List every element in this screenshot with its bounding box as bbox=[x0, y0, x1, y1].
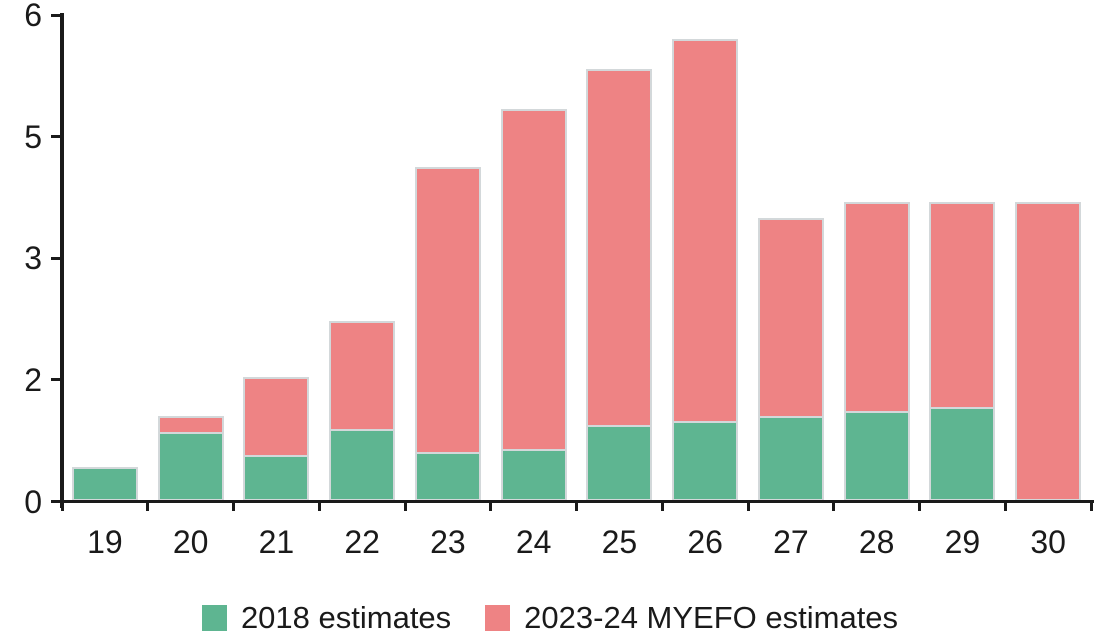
bar-23-green-segment bbox=[414, 452, 481, 502]
x-tick-mark bbox=[232, 503, 235, 511]
legend-item-myefo-estimates: 2023-24 MYEFO estimates bbox=[485, 596, 898, 640]
bar-26 bbox=[672, 39, 739, 502]
x-tick-label-25: 25 bbox=[601, 524, 638, 560]
bar-23 bbox=[414, 167, 481, 502]
bar-24-green-segment bbox=[500, 448, 567, 502]
bar-24 bbox=[500, 109, 567, 502]
x-tick-label-24: 24 bbox=[515, 524, 552, 560]
bar-25-green-segment bbox=[586, 425, 653, 502]
x-tick-label-19: 19 bbox=[87, 524, 123, 560]
y-tick-mark bbox=[51, 135, 62, 139]
x-tick-label-20: 20 bbox=[172, 524, 209, 560]
bar-21 bbox=[243, 377, 310, 502]
y-tick-mark bbox=[51, 256, 62, 260]
legend-swatch-green bbox=[201, 605, 227, 631]
y-tick-label-0: 0 bbox=[24, 483, 42, 520]
x-tick-mark bbox=[1003, 503, 1007, 511]
x-tick-label-26: 26 bbox=[687, 524, 723, 560]
bar-20-green-segment bbox=[157, 431, 224, 502]
bar-22-green-segment bbox=[329, 429, 396, 502]
x-tick-mark bbox=[660, 503, 664, 511]
y-tick-label-5: 5 bbox=[24, 118, 42, 155]
x-tick-label-30: 30 bbox=[1030, 524, 1066, 560]
bar-20 bbox=[157, 415, 224, 502]
x-tick-label-21: 21 bbox=[258, 524, 295, 560]
y-tick-label-6: 6 bbox=[24, 0, 42, 33]
x-tick-label-22: 22 bbox=[344, 524, 380, 560]
x-tick-mark bbox=[403, 503, 407, 511]
x-tick-label-27: 27 bbox=[773, 524, 809, 560]
x-tick-mark bbox=[146, 503, 150, 511]
bar-25 bbox=[586, 68, 653, 502]
x-tick-mark bbox=[1089, 503, 1093, 511]
bar-28 bbox=[843, 202, 910, 502]
x-tick-label-29: 29 bbox=[944, 524, 981, 560]
x-tick-mark bbox=[918, 503, 921, 511]
x-tick-mark bbox=[746, 503, 750, 511]
bar-30 bbox=[1015, 202, 1082, 502]
bar-28-green-segment bbox=[843, 411, 910, 502]
bar-29 bbox=[929, 202, 996, 502]
bar-27 bbox=[757, 217, 824, 502]
y-axis-line bbox=[60, 13, 64, 508]
bar-21-green-segment bbox=[243, 455, 310, 502]
bar-29-green-segment bbox=[929, 406, 996, 502]
y-tick-mark bbox=[51, 13, 62, 17]
x-tick-mark bbox=[317, 503, 321, 511]
legend-item-2018-estimates: 2018 estimates bbox=[201, 596, 452, 640]
y-tick-label-2: 2 bbox=[24, 361, 42, 398]
bar-27-green-segment bbox=[757, 416, 824, 502]
bar-19 bbox=[71, 467, 138, 502]
legend-label-myefo-estimates: 2023-24 MYEFO estimates bbox=[524, 600, 899, 635]
x-tick-mark bbox=[832, 503, 836, 511]
bar-26-green-segment bbox=[672, 421, 739, 502]
x-tick-label-28: 28 bbox=[858, 524, 895, 560]
bar-22 bbox=[329, 320, 396, 502]
x-tick-label-23: 23 bbox=[430, 524, 466, 560]
legend-label-2018-estimates: 2018 estimates bbox=[240, 600, 452, 635]
y-tick-mark bbox=[51, 500, 62, 503]
legend-swatch-red bbox=[485, 605, 511, 631]
y-tick-mark bbox=[51, 378, 62, 382]
y-tick-label-3: 3 bbox=[24, 240, 42, 277]
legend: 2018 estimates 2023-24 MYEFO estimates bbox=[0, 596, 1100, 640]
x-tick-mark bbox=[575, 503, 578, 511]
x-tick-mark bbox=[60, 503, 64, 511]
x-tick-mark bbox=[489, 503, 493, 511]
x-axis-line bbox=[60, 499, 1095, 504]
